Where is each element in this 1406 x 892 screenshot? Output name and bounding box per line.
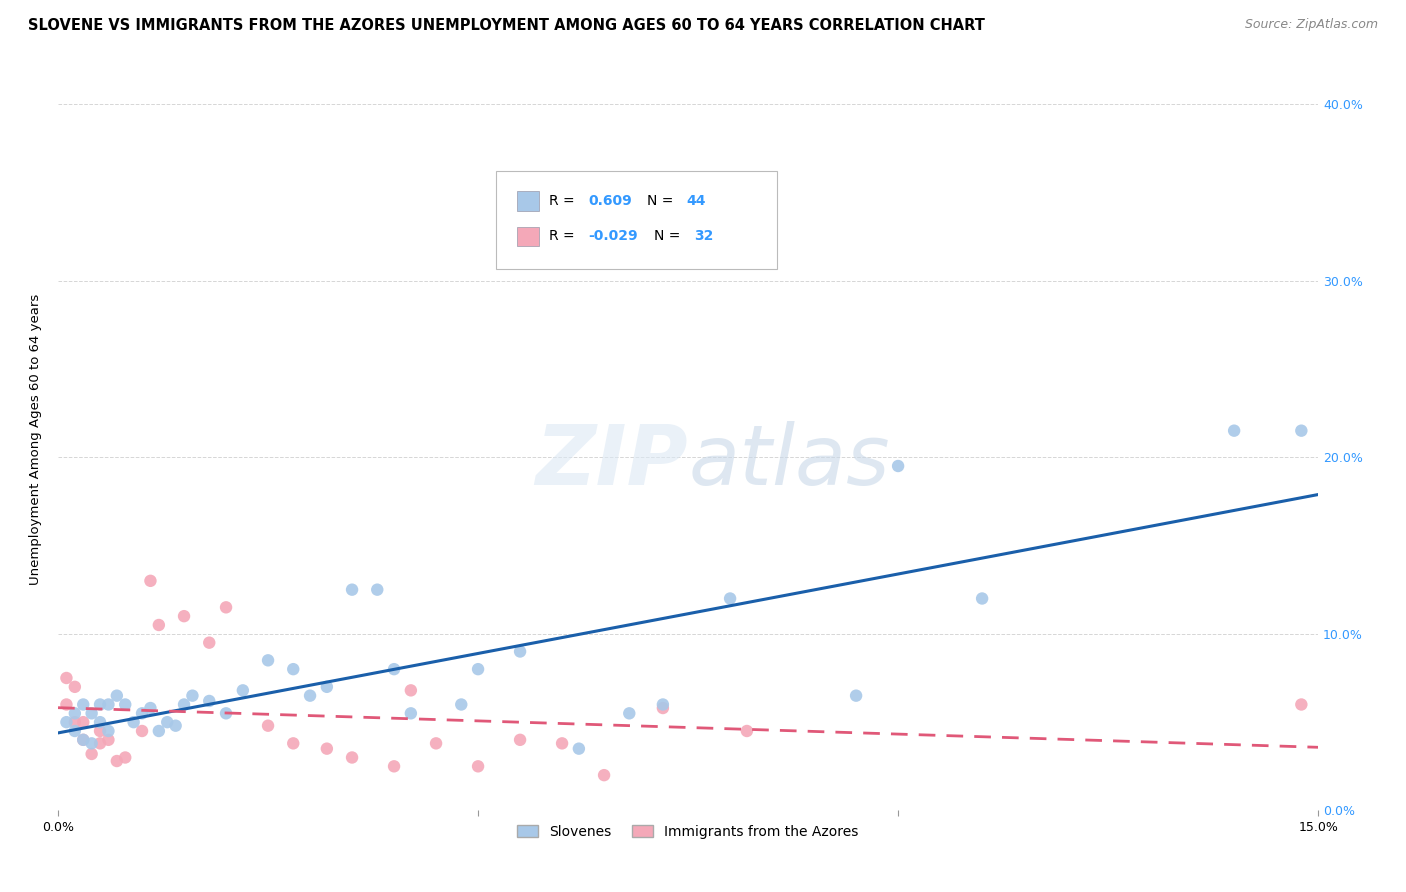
- Text: 32: 32: [695, 229, 713, 244]
- Point: [568, 741, 591, 756]
- Y-axis label: Unemployment Among Ages 60 to 64 years: Unemployment Among Ages 60 to 64 years: [30, 293, 42, 585]
- Point: [148, 618, 170, 632]
- Point: [382, 759, 405, 773]
- Point: [887, 458, 910, 473]
- Point: [89, 723, 111, 738]
- Point: [651, 698, 673, 712]
- Point: [131, 706, 153, 721]
- Point: [80, 706, 103, 721]
- Point: [173, 698, 195, 712]
- Point: [299, 689, 322, 703]
- Point: [399, 683, 422, 698]
- Point: [63, 715, 86, 730]
- Point: [283, 662, 305, 676]
- Point: [173, 609, 195, 624]
- Point: [80, 736, 103, 750]
- Point: [972, 591, 994, 606]
- Point: [55, 715, 77, 730]
- Point: [366, 582, 388, 597]
- Point: [72, 732, 94, 747]
- Text: 0.609: 0.609: [589, 194, 633, 208]
- Point: [156, 715, 179, 730]
- Point: [97, 698, 120, 712]
- Text: N =: N =: [648, 194, 678, 208]
- Point: [399, 706, 422, 721]
- Point: [139, 574, 162, 588]
- Point: [1223, 424, 1246, 438]
- Point: [105, 754, 128, 768]
- Point: [63, 723, 86, 738]
- Point: [509, 732, 531, 747]
- Point: [148, 723, 170, 738]
- Point: [257, 653, 280, 667]
- Point: [63, 706, 86, 721]
- Point: [105, 689, 128, 703]
- Point: [97, 723, 120, 738]
- Point: [181, 689, 204, 703]
- Legend: Slovenes, Immigrants from the Azores: Slovenes, Immigrants from the Azores: [512, 819, 865, 845]
- Text: -0.029: -0.029: [589, 229, 638, 244]
- Text: ZIP: ZIP: [536, 421, 688, 502]
- Point: [97, 732, 120, 747]
- Point: [551, 736, 574, 750]
- Point: [55, 698, 77, 712]
- Point: [122, 715, 145, 730]
- Point: [257, 719, 280, 733]
- Point: [198, 694, 221, 708]
- Point: [80, 747, 103, 761]
- Point: [55, 671, 77, 685]
- Point: [340, 750, 363, 764]
- Point: [72, 715, 94, 730]
- Point: [198, 635, 221, 649]
- Point: [450, 698, 472, 712]
- Point: [114, 750, 136, 764]
- Point: [619, 706, 641, 721]
- Text: R =: R =: [548, 194, 579, 208]
- Point: [735, 723, 758, 738]
- Point: [467, 759, 489, 773]
- Text: 44: 44: [688, 194, 706, 208]
- Point: [315, 741, 337, 756]
- Point: [425, 736, 447, 750]
- Point: [114, 698, 136, 712]
- Point: [215, 600, 238, 615]
- Point: [651, 701, 673, 715]
- Point: [89, 736, 111, 750]
- Text: SLOVENE VS IMMIGRANTS FROM THE AZORES UNEMPLOYMENT AMONG AGES 60 TO 64 YEARS COR: SLOVENE VS IMMIGRANTS FROM THE AZORES UN…: [28, 18, 986, 33]
- Point: [89, 715, 111, 730]
- Point: [283, 736, 305, 750]
- Point: [139, 701, 162, 715]
- Point: [382, 662, 405, 676]
- Point: [72, 698, 94, 712]
- Point: [467, 662, 489, 676]
- Point: [718, 591, 741, 606]
- Text: Source: ZipAtlas.com: Source: ZipAtlas.com: [1244, 18, 1378, 31]
- Point: [1291, 698, 1313, 712]
- Point: [215, 706, 238, 721]
- Point: [315, 680, 337, 694]
- Text: N =: N =: [655, 229, 685, 244]
- Point: [89, 698, 111, 712]
- Point: [340, 582, 363, 597]
- Text: R =: R =: [548, 229, 579, 244]
- Point: [845, 689, 868, 703]
- Point: [63, 680, 86, 694]
- Point: [1291, 424, 1313, 438]
- Point: [165, 719, 187, 733]
- Point: [593, 768, 616, 782]
- Point: [509, 644, 531, 658]
- Point: [72, 732, 94, 747]
- Point: [232, 683, 254, 698]
- Point: [131, 723, 153, 738]
- Text: atlas: atlas: [688, 421, 890, 502]
